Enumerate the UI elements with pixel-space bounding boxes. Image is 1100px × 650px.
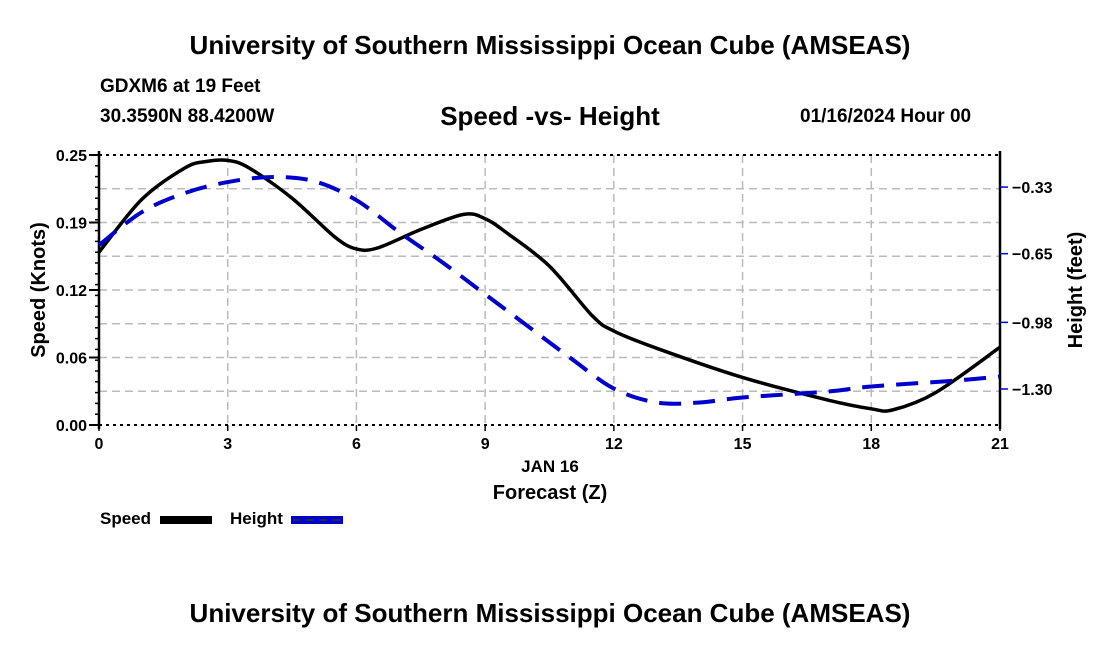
legend-speed-label: Speed	[100, 509, 152, 528]
coordinates-label: 30.3590N 88.4200W	[100, 106, 275, 127]
y-tick-label: 0.12	[56, 283, 87, 300]
station-label: GDXM6 at 19 Feet	[100, 76, 261, 97]
x-date-label: JAN 16	[521, 457, 579, 476]
legend-height-swatch	[291, 516, 343, 524]
y-tick-label: 0.25	[56, 148, 87, 165]
series-height-line	[97, 175, 1001, 406]
y-tick-label: 0.06	[56, 351, 87, 368]
x-tick-label: 12	[605, 436, 623, 453]
x-axis-label: Forecast (Z)	[492, 482, 608, 504]
y2-tick-label: −0.65	[1012, 247, 1053, 264]
x-tick-label: 21	[991, 436, 1009, 453]
run-date-label: 01/16/2024 Hour 00	[800, 106, 972, 127]
y2-tick-label: −0.33	[1012, 180, 1053, 197]
y2-tick-label: −1.30	[1012, 382, 1053, 399]
chart-title: Speed -vs- Height	[440, 101, 660, 131]
y-tick-label: 0.19	[56, 216, 87, 233]
x-tick-label: 0	[95, 436, 104, 453]
y-axis-label: Speed (Knots)	[28, 222, 50, 358]
x-tick-label: 9	[481, 436, 490, 453]
tick-labels: 0.00 0.06 0.12 0.19 0.25 −0.33 −0.65 −0.98 −1.30…	[56, 148, 1053, 453]
x-tick-label: 15	[734, 436, 752, 453]
grid	[99, 155, 1000, 425]
series-layer	[97, 158, 1002, 413]
legend-speed-swatch	[160, 516, 212, 524]
x-tick-label: 6	[352, 436, 361, 453]
legend-height-label: Height	[230, 509, 283, 528]
y-tick-label: 0.00	[56, 418, 87, 435]
footer-title: University of Southern Mississippi Ocean…	[189, 598, 911, 628]
series-speed-line	[97, 158, 1002, 413]
axes	[89, 151, 1008, 431]
x-tick-label: 3	[223, 436, 232, 453]
y2-axis-label: Height (feet)	[1065, 232, 1087, 349]
main-title: University of Southern Mississippi Ocean…	[189, 30, 911, 60]
x-tick-label: 18	[862, 436, 880, 453]
y2-tick-label: −0.98	[1012, 315, 1053, 332]
